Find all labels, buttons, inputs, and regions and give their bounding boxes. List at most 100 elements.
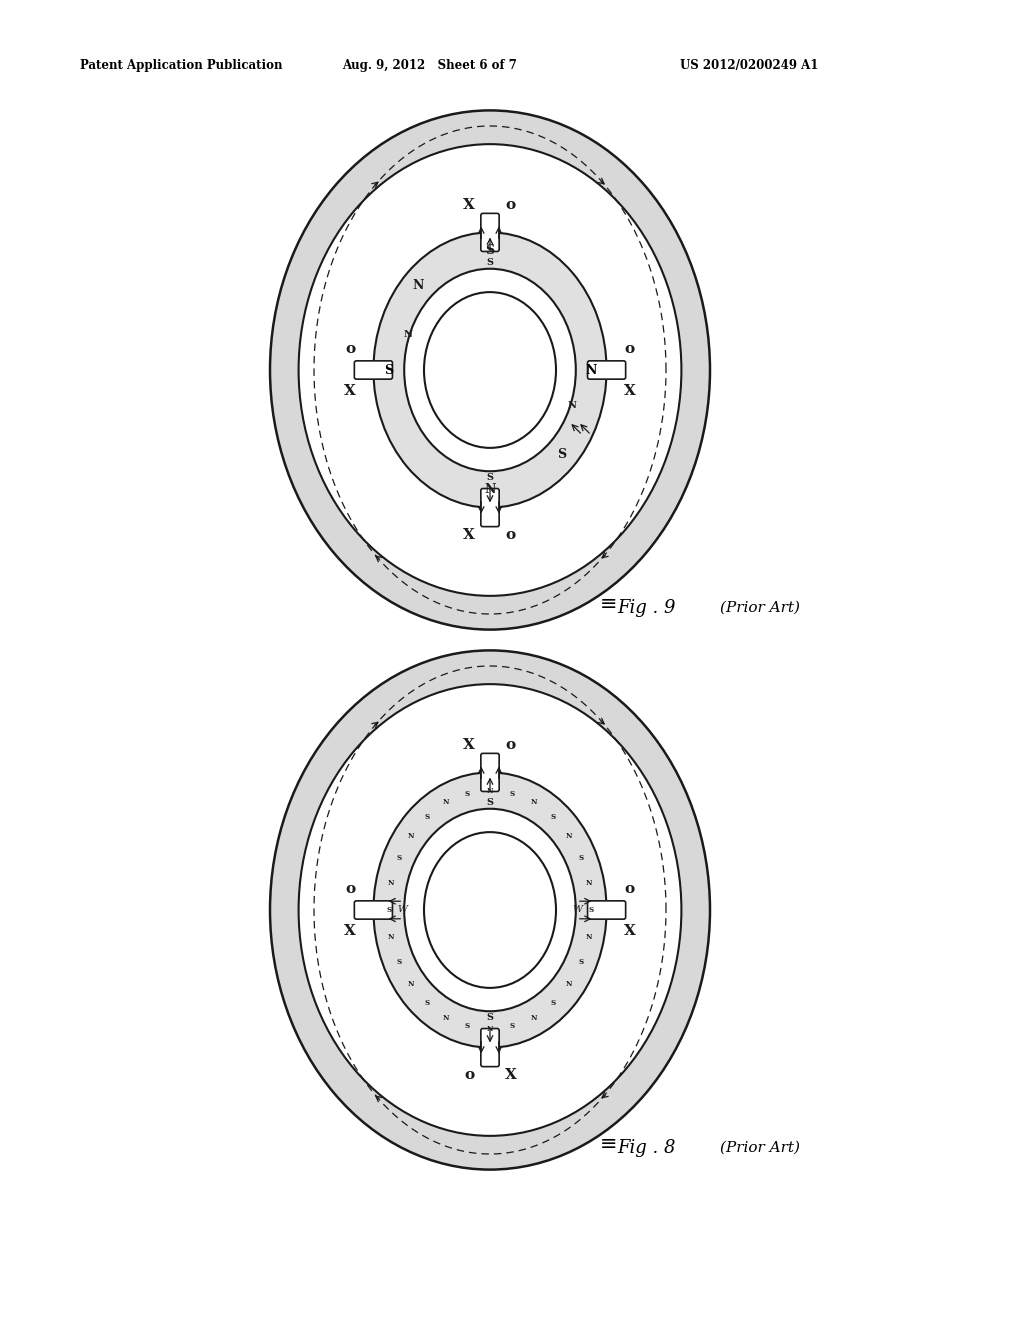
FancyBboxPatch shape: [357, 1007, 412, 1063]
Text: X: X: [344, 924, 356, 939]
Text: N: N: [403, 330, 413, 339]
Ellipse shape: [404, 269, 575, 471]
Text: (Prior Art): (Prior Art): [720, 1140, 800, 1155]
Text: o: o: [506, 198, 516, 213]
FancyBboxPatch shape: [612, 862, 647, 916]
Text: Fig . 8: Fig . 8: [617, 1139, 676, 1158]
FancyBboxPatch shape: [481, 488, 499, 527]
Ellipse shape: [270, 111, 710, 630]
Text: S: S: [465, 1023, 470, 1031]
Text: X: X: [463, 738, 475, 752]
Text: S: S: [486, 799, 494, 808]
FancyBboxPatch shape: [483, 517, 538, 552]
Text: S: S: [486, 1012, 494, 1022]
FancyBboxPatch shape: [333, 862, 368, 916]
Text: ≡: ≡: [600, 595, 617, 615]
Text: N: N: [586, 932, 592, 941]
Text: X: X: [463, 198, 475, 213]
Text: o: o: [345, 342, 355, 356]
Text: S: S: [551, 999, 556, 1007]
FancyBboxPatch shape: [483, 187, 538, 223]
Text: W: W: [397, 906, 408, 915]
FancyBboxPatch shape: [333, 364, 368, 418]
Text: ≡: ≡: [600, 1135, 617, 1155]
Ellipse shape: [424, 832, 556, 987]
FancyBboxPatch shape: [357, 758, 412, 813]
Text: S: S: [579, 854, 584, 862]
Text: Fig . 9: Fig . 9: [617, 599, 676, 616]
Text: o: o: [506, 528, 516, 541]
Text: N: N: [413, 279, 424, 292]
Text: X: X: [624, 924, 636, 939]
Text: N: N: [443, 1014, 450, 1022]
FancyBboxPatch shape: [568, 218, 623, 272]
FancyBboxPatch shape: [354, 360, 392, 379]
Text: X: X: [624, 384, 636, 397]
Text: (Prior Art): (Prior Art): [720, 601, 800, 615]
Text: S: S: [424, 813, 429, 821]
Text: X: X: [505, 1068, 517, 1082]
Text: X: X: [344, 384, 356, 397]
FancyBboxPatch shape: [354, 900, 392, 919]
Text: N: N: [388, 932, 394, 941]
Text: S: S: [579, 958, 584, 966]
FancyBboxPatch shape: [357, 467, 412, 523]
FancyBboxPatch shape: [333, 904, 368, 958]
Text: S: S: [486, 259, 494, 267]
Text: S: S: [384, 363, 393, 376]
Text: o: o: [345, 882, 355, 896]
Text: S: S: [465, 789, 470, 797]
FancyBboxPatch shape: [481, 754, 499, 792]
Text: S: S: [486, 473, 494, 482]
FancyBboxPatch shape: [483, 1057, 538, 1092]
Text: S: S: [386, 906, 391, 913]
Text: o: o: [625, 342, 635, 356]
FancyBboxPatch shape: [481, 214, 499, 252]
FancyBboxPatch shape: [442, 517, 497, 552]
Text: S: S: [510, 1023, 515, 1031]
Text: W: W: [572, 906, 583, 915]
Text: S: S: [396, 958, 401, 966]
Ellipse shape: [404, 809, 575, 1011]
Text: N: N: [530, 799, 538, 807]
Text: N: N: [388, 879, 394, 887]
Text: N: N: [566, 832, 572, 840]
Ellipse shape: [299, 684, 681, 1135]
FancyBboxPatch shape: [442, 1057, 497, 1092]
FancyBboxPatch shape: [612, 364, 647, 418]
Ellipse shape: [299, 144, 681, 595]
Text: N: N: [566, 981, 572, 989]
Text: N: N: [484, 483, 496, 496]
Text: N: N: [530, 1014, 538, 1022]
FancyBboxPatch shape: [442, 187, 497, 223]
FancyBboxPatch shape: [568, 758, 623, 813]
FancyBboxPatch shape: [568, 467, 623, 523]
Text: N: N: [586, 363, 597, 376]
Text: S: S: [589, 906, 594, 913]
Text: S: S: [551, 813, 556, 821]
FancyBboxPatch shape: [588, 360, 626, 379]
FancyBboxPatch shape: [568, 1007, 623, 1063]
Text: o: o: [464, 1068, 474, 1082]
Text: X: X: [463, 528, 475, 541]
Text: N: N: [486, 787, 494, 795]
Text: o: o: [506, 738, 516, 752]
FancyBboxPatch shape: [612, 322, 647, 376]
Text: S: S: [557, 447, 566, 461]
Text: US 2012/0200249 A1: US 2012/0200249 A1: [680, 58, 818, 71]
FancyBboxPatch shape: [333, 322, 368, 376]
Text: S: S: [396, 854, 401, 862]
Ellipse shape: [374, 232, 606, 508]
Text: Patent Application Publication: Patent Application Publication: [80, 58, 283, 71]
Text: N: N: [443, 799, 450, 807]
FancyBboxPatch shape: [612, 904, 647, 958]
FancyBboxPatch shape: [442, 727, 497, 763]
FancyBboxPatch shape: [357, 218, 412, 272]
Ellipse shape: [270, 651, 710, 1170]
Text: o: o: [625, 882, 635, 896]
FancyBboxPatch shape: [588, 900, 626, 919]
Text: N: N: [408, 981, 414, 989]
FancyBboxPatch shape: [481, 1028, 499, 1067]
Text: N: N: [586, 879, 592, 887]
Text: S: S: [510, 789, 515, 797]
